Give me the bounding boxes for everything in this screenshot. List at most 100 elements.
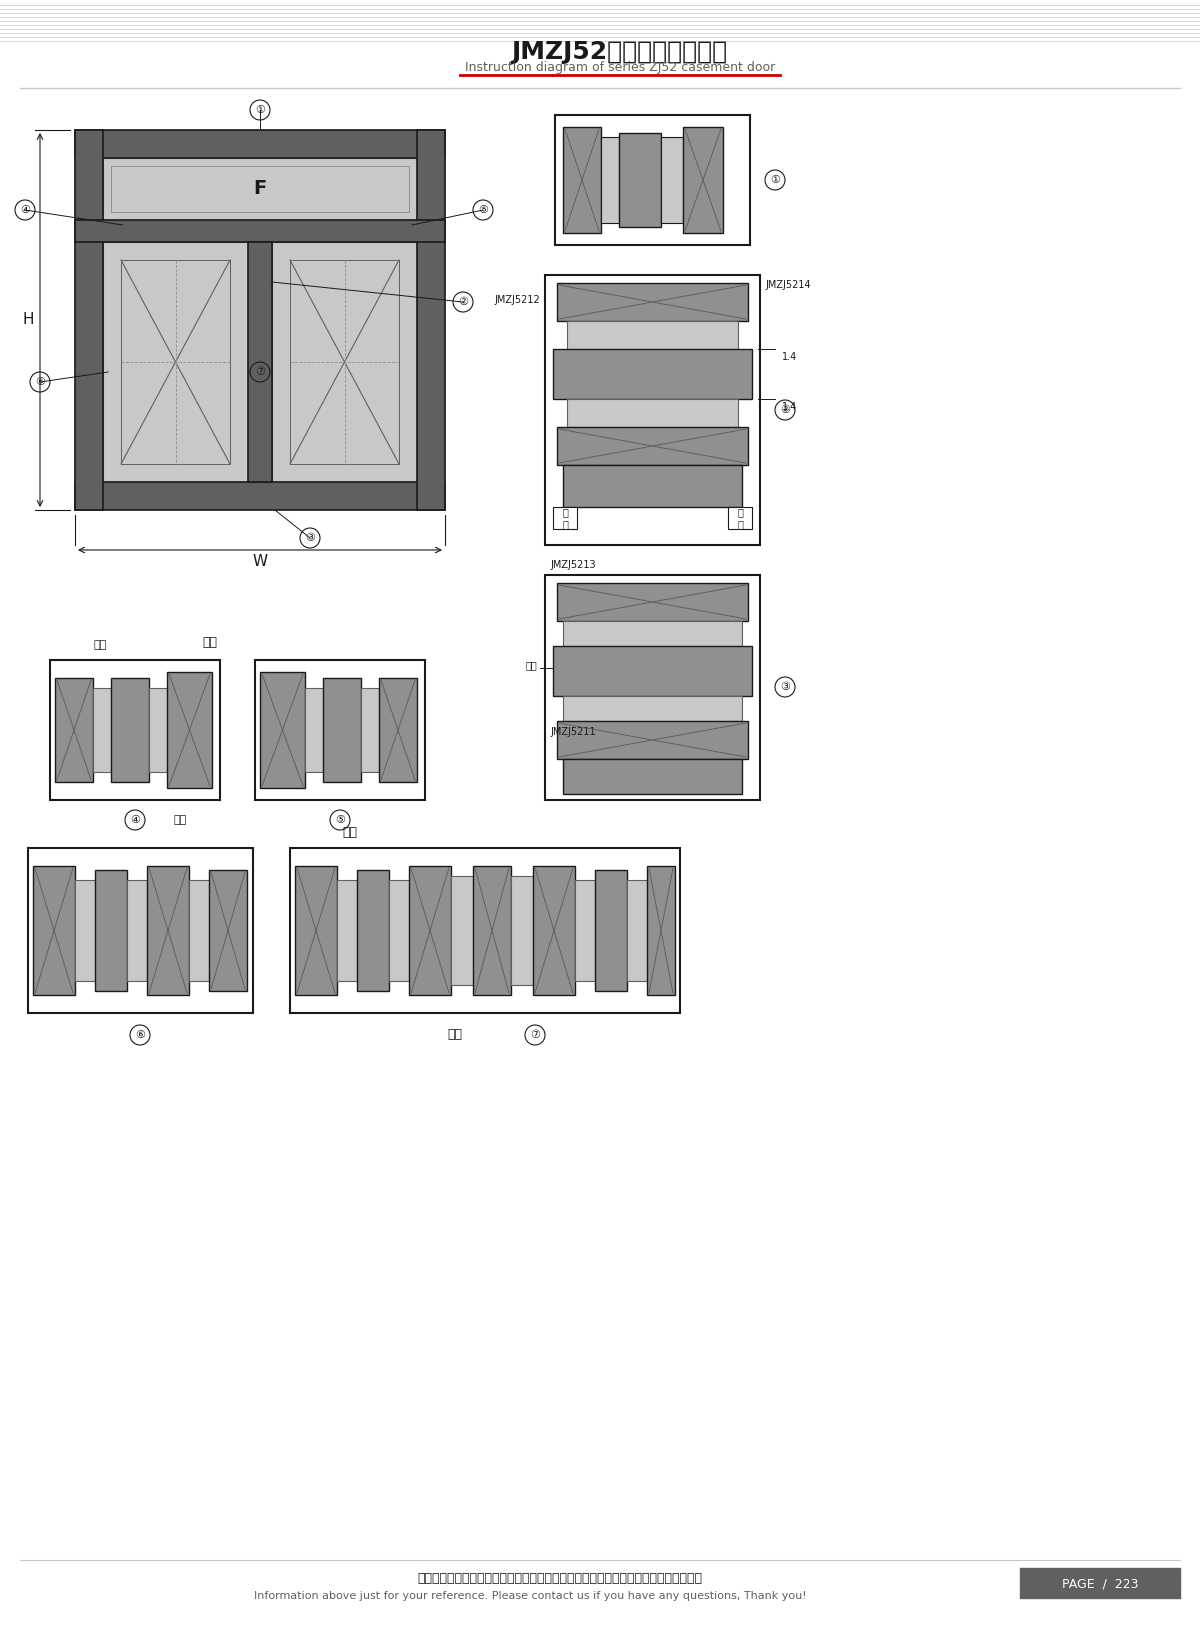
- Bar: [379, 677, 418, 781]
- Bar: [112, 677, 149, 781]
- Bar: [55, 677, 94, 781]
- Text: 室内: 室内: [342, 827, 358, 840]
- Bar: [628, 881, 647, 982]
- Text: ①: ①: [256, 104, 265, 116]
- Bar: [563, 620, 742, 646]
- Bar: [418, 130, 445, 510]
- Text: ③: ③: [780, 682, 790, 692]
- Bar: [511, 876, 533, 985]
- Bar: [553, 348, 752, 399]
- Text: H: H: [23, 313, 34, 327]
- Text: 室内: 室内: [203, 635, 217, 648]
- Bar: [557, 721, 748, 759]
- Text: 室内: 室内: [94, 640, 107, 650]
- Text: JMZJ5214: JMZJ5214: [766, 280, 811, 290]
- Text: ⑦: ⑦: [530, 1031, 540, 1040]
- Bar: [1020, 1568, 1180, 1599]
- Bar: [305, 689, 323, 772]
- Text: ④: ④: [20, 205, 30, 215]
- Bar: [260, 672, 305, 788]
- Bar: [248, 243, 272, 482]
- Bar: [557, 427, 748, 466]
- Bar: [112, 166, 409, 212]
- Bar: [647, 866, 674, 995]
- Text: 室
外: 室 外: [737, 508, 743, 529]
- Text: JMZJ52系列平开窗结构图: JMZJ52系列平开窗结构图: [512, 41, 728, 63]
- Text: ④: ④: [130, 816, 140, 825]
- Bar: [557, 583, 748, 620]
- Bar: [563, 127, 601, 233]
- Text: ②: ②: [458, 296, 468, 308]
- Bar: [533, 866, 575, 995]
- Bar: [28, 848, 253, 1013]
- Text: JMZJ5213: JMZJ5213: [550, 560, 595, 570]
- Bar: [74, 130, 103, 510]
- Text: PAGE  /  223: PAGE / 223: [1062, 1578, 1139, 1591]
- Bar: [34, 866, 74, 995]
- Bar: [568, 321, 738, 348]
- Bar: [127, 881, 148, 982]
- Text: 图中所示型材截面、装配、编号、尺寸及重量仅供参考。如有疑问，请向本公司查询。: 图中所示型材截面、装配、编号、尺寸及重量仅供参考。如有疑问，请向本公司查询。: [418, 1571, 702, 1584]
- Text: ③: ③: [305, 532, 314, 544]
- Bar: [167, 672, 212, 788]
- Bar: [619, 133, 661, 226]
- Bar: [595, 869, 628, 991]
- Text: ⑤: ⑤: [335, 816, 346, 825]
- Bar: [190, 881, 209, 982]
- Text: 室
内: 室 内: [562, 508, 568, 529]
- Bar: [149, 689, 167, 772]
- Bar: [683, 127, 722, 233]
- Bar: [473, 866, 511, 995]
- Bar: [563, 466, 742, 506]
- Text: ⑦: ⑦: [256, 366, 265, 378]
- Bar: [74, 482, 445, 510]
- Text: ⑥: ⑥: [134, 1031, 145, 1040]
- Text: F: F: [253, 179, 266, 199]
- Bar: [256, 659, 425, 799]
- Text: Information above just for your reference. Please contact us if you have any que: Information above just for your referenc…: [253, 1591, 806, 1600]
- Text: 室外: 室外: [173, 816, 187, 825]
- Bar: [358, 869, 389, 991]
- Text: 室外: 室外: [448, 1029, 462, 1042]
- Text: Instruction diagram of series ZJ52 casement door: Instruction diagram of series ZJ52 casem…: [464, 62, 775, 75]
- Bar: [295, 866, 337, 995]
- Text: JMZJ5211: JMZJ5211: [550, 728, 595, 737]
- Text: 1.4: 1.4: [782, 402, 797, 412]
- Text: 1.4: 1.4: [782, 352, 797, 361]
- Text: ⑥: ⑥: [35, 378, 46, 387]
- Bar: [451, 876, 473, 985]
- Bar: [557, 283, 748, 321]
- Bar: [563, 759, 742, 794]
- Bar: [209, 869, 247, 991]
- Text: ①: ①: [770, 174, 780, 186]
- Bar: [290, 260, 398, 464]
- Bar: [568, 399, 738, 427]
- Bar: [361, 689, 379, 772]
- Bar: [50, 659, 220, 799]
- Bar: [74, 130, 445, 158]
- Bar: [575, 881, 595, 982]
- Bar: [389, 881, 409, 982]
- Bar: [554, 116, 750, 244]
- Text: W: W: [252, 555, 268, 570]
- Bar: [409, 866, 451, 995]
- Text: ⑤: ⑤: [478, 205, 488, 215]
- Bar: [323, 677, 361, 781]
- Bar: [103, 243, 248, 482]
- Text: JMZJ5212: JMZJ5212: [494, 295, 540, 304]
- Bar: [728, 506, 752, 529]
- Bar: [553, 506, 577, 529]
- Bar: [148, 866, 190, 995]
- Bar: [337, 881, 358, 982]
- Bar: [95, 869, 127, 991]
- Bar: [94, 689, 112, 772]
- Bar: [553, 646, 752, 697]
- Bar: [121, 260, 230, 464]
- Bar: [545, 575, 760, 799]
- Bar: [563, 697, 742, 721]
- Bar: [74, 881, 95, 982]
- Text: 滑撑: 滑撑: [526, 659, 538, 671]
- Bar: [601, 137, 619, 223]
- Bar: [74, 220, 445, 243]
- Bar: [272, 243, 418, 482]
